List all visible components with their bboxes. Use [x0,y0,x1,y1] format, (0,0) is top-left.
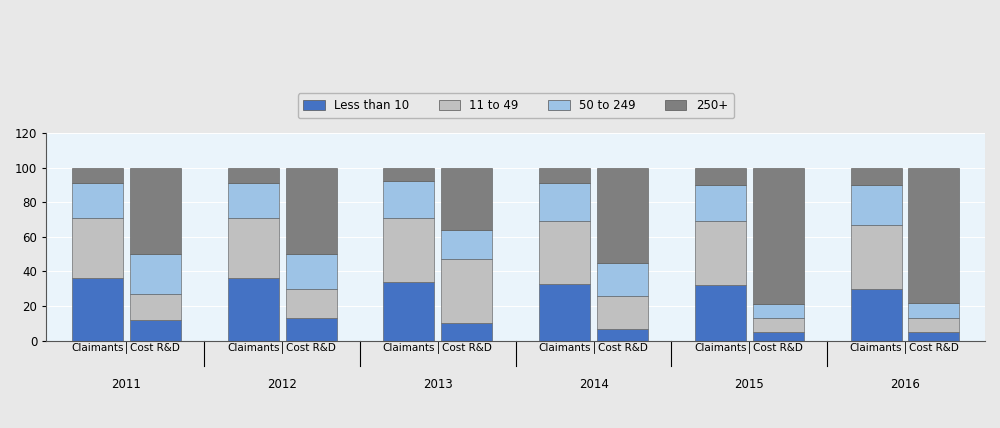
Bar [695,168,746,185]
Bar [695,221,746,285]
Text: 2014: 2014 [579,378,609,391]
Bar [851,225,902,289]
Bar [441,230,492,259]
Bar [441,168,492,230]
Bar [753,304,804,318]
Bar [908,318,959,332]
Bar [228,218,279,278]
Bar [72,168,123,183]
Bar [130,168,181,254]
Bar [72,183,123,218]
Bar [695,185,746,221]
Bar [286,254,337,289]
Bar [441,259,492,324]
Bar [383,168,434,181]
Bar [286,168,337,254]
Bar [130,294,181,320]
Bar [286,289,337,318]
Bar [383,218,434,282]
Legend: Less than 10, 11 to 49, 50 to 249, 250+: Less than 10, 11 to 49, 50 to 249, 250+ [298,93,734,118]
Bar [597,296,648,329]
Bar [539,183,590,221]
Bar [441,324,492,341]
Bar [130,254,181,294]
Bar [851,185,902,225]
Bar [597,329,648,341]
Bar [908,168,959,303]
Bar [228,278,279,341]
Bar [539,221,590,284]
Text: 2015: 2015 [734,378,764,391]
Bar [753,332,804,341]
Bar [851,289,902,341]
Bar [695,285,746,341]
Bar [228,183,279,218]
Text: 2013: 2013 [423,378,453,391]
Bar [72,218,123,278]
Text: 2011: 2011 [111,378,141,391]
Bar [286,318,337,341]
Bar [130,320,181,341]
Bar [753,318,804,332]
Text: 2016: 2016 [890,378,920,391]
Bar [597,263,648,296]
Bar [908,303,959,318]
Bar [72,278,123,341]
Bar [851,168,902,185]
Text: 2012: 2012 [267,378,297,391]
Bar [753,168,804,304]
Bar [539,284,590,341]
Bar [383,181,434,218]
Bar [597,168,648,263]
Bar [383,282,434,341]
Bar [228,168,279,183]
Bar [908,332,959,341]
Bar [539,168,590,183]
